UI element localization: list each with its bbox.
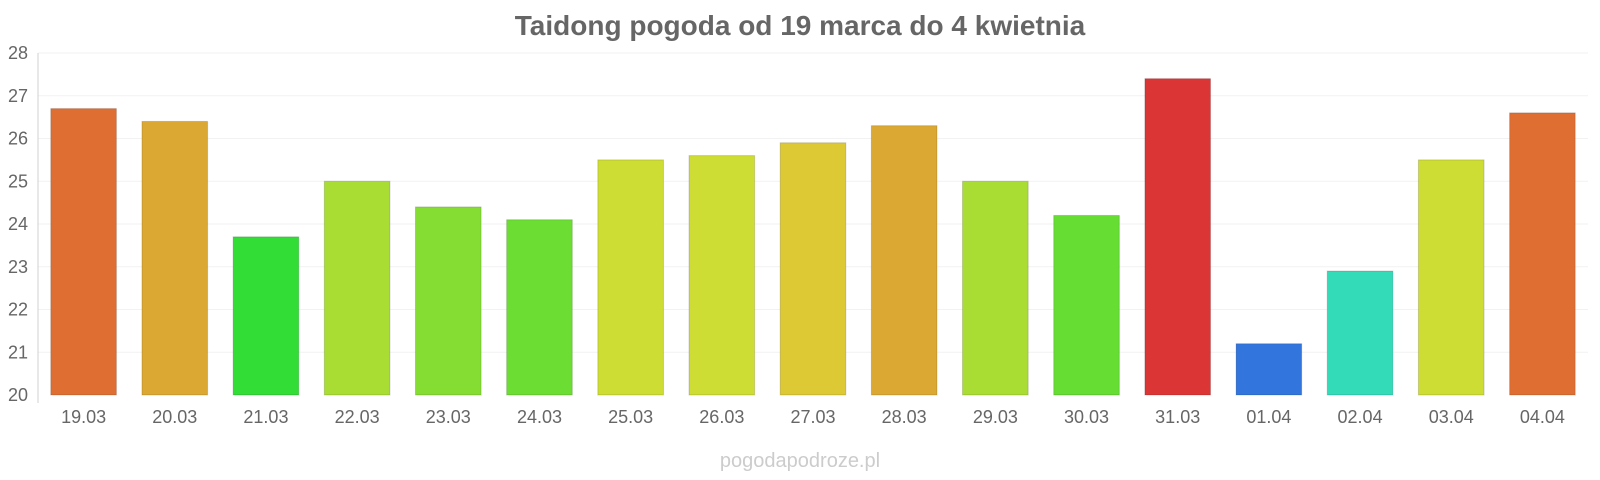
y-tick-label: 26 bbox=[8, 129, 28, 149]
bar-31.03[interactable] bbox=[1144, 78, 1212, 396]
bar-24.03[interactable] bbox=[506, 219, 573, 396]
y-axis: 20 21 22 23 24 25 26 27 28 bbox=[8, 43, 39, 405]
x-tick-label: 24.03 bbox=[517, 407, 562, 427]
bar-30.03[interactable] bbox=[1053, 214, 1120, 396]
bar-04.04[interactable] bbox=[1509, 112, 1576, 396]
x-tick-label: 23.03 bbox=[426, 407, 471, 427]
x-tick-label: 19.03 bbox=[61, 407, 106, 427]
x-tick-label: 30.03 bbox=[1064, 407, 1109, 427]
x-tick-label: 04.04 bbox=[1520, 407, 1565, 427]
bar-23.03[interactable] bbox=[414, 206, 482, 396]
x-tick-label: 26.03 bbox=[699, 407, 744, 427]
y-tick-label: 20 bbox=[8, 385, 28, 405]
x-tick-label: 29.03 bbox=[973, 407, 1018, 427]
bar-19.03[interactable] bbox=[50, 108, 117, 396]
bar-21.03[interactable] bbox=[232, 236, 300, 396]
footer-watermark: pogodapodroze.pl bbox=[719, 450, 881, 472]
bar-20.03[interactable] bbox=[141, 120, 209, 396]
bar-29.03[interactable] bbox=[962, 180, 1029, 396]
bar-26.03[interactable] bbox=[688, 155, 756, 396]
y-tick-label: 23 bbox=[8, 257, 28, 277]
bar-02.04[interactable] bbox=[1326, 270, 1394, 396]
bar-01.04[interactable] bbox=[1235, 343, 1303, 396]
y-tick-label: 27 bbox=[8, 86, 28, 106]
x-tick-label: 28.03 bbox=[882, 407, 927, 427]
bar-28.03[interactable] bbox=[870, 125, 938, 396]
x-tick-label: 22.03 bbox=[335, 407, 380, 427]
chart-title: Taidong pogoda od 19 marca do 4 kwietnia bbox=[514, 10, 1086, 41]
y-tick-label: 21 bbox=[8, 342, 28, 362]
y-tick-label: 25 bbox=[8, 171, 28, 191]
x-tick-label: 01.04 bbox=[1246, 407, 1291, 427]
bar-22.03[interactable] bbox=[323, 180, 391, 396]
bars bbox=[50, 78, 1576, 396]
bar-27.03[interactable] bbox=[779, 142, 847, 396]
bar-03.04[interactable] bbox=[1417, 159, 1485, 396]
bar-chart: 20 21 22 23 24 25 26 27 28 19.03 20.03 21.03 22.03 2… bbox=[8, 43, 1588, 427]
y-tick-label: 28 bbox=[8, 43, 28, 63]
x-tick-label: 20.03 bbox=[152, 407, 197, 427]
x-tick-label: 03.04 bbox=[1429, 407, 1474, 427]
x-tick-label: 02.04 bbox=[1338, 407, 1383, 427]
y-tick-label: 24 bbox=[8, 214, 28, 234]
x-tick-label: 31.03 bbox=[1155, 407, 1200, 427]
bar-25.03[interactable] bbox=[597, 159, 664, 396]
y-tick-label: 22 bbox=[8, 300, 28, 320]
x-tick-label: 21.03 bbox=[243, 407, 288, 427]
x-tick-label: 25.03 bbox=[608, 407, 653, 427]
x-tick-label: 27.03 bbox=[790, 407, 835, 427]
x-axis: 19.03 20.03 21.03 22.03 23.03 24.03 25.03 26.03… bbox=[61, 407, 1565, 427]
